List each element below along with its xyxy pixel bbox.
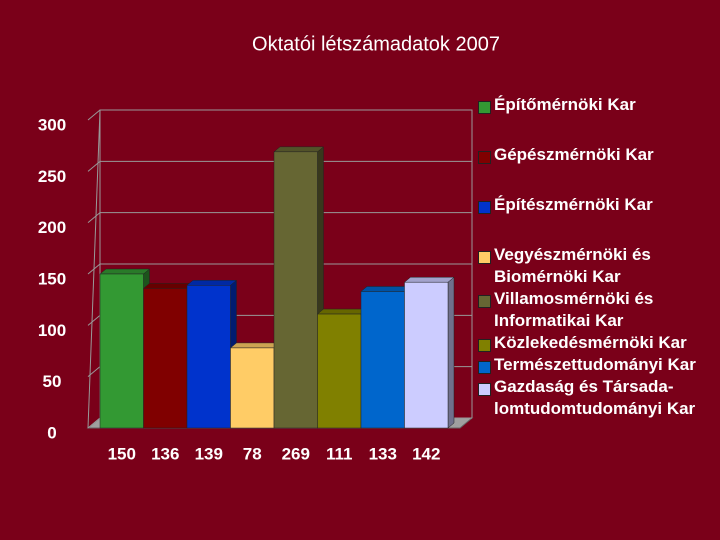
legend-item: Közlekedésmérnöki Kar <box>476 332 712 354</box>
bar <box>317 313 362 429</box>
legend-item: Építőmérnöki Kar <box>476 94 712 116</box>
legend-swatch <box>478 251 491 264</box>
legend-swatch <box>478 339 491 352</box>
legend-swatch <box>478 295 491 308</box>
data-label: 269 <box>282 444 310 463</box>
legend-swatch <box>478 101 491 114</box>
grid-line <box>87 417 101 429</box>
bar-top <box>403 276 455 283</box>
y-tick-label: 100 <box>38 321 66 340</box>
bar <box>360 291 405 429</box>
grid-line <box>87 109 101 121</box>
y-tick-label: 250 <box>38 167 66 186</box>
legend-item: Villamosmérnöki és Informatikai Kar <box>476 288 712 332</box>
legend-label: Építészmérnöki Kar <box>494 195 653 214</box>
bar <box>230 347 275 429</box>
bar-top <box>142 283 194 289</box>
grid-line <box>87 263 101 275</box>
legend-item: Gépészmérnöki Kar <box>476 144 712 166</box>
legend-label: Villamosmérnöki és Informatikai Kar <box>494 289 654 330</box>
chart-title: Oktatói létszámadatok 2007 <box>252 33 500 55</box>
data-label: 139 <box>195 444 223 463</box>
bar <box>143 288 188 429</box>
legend-swatch <box>478 151 491 164</box>
grid-line <box>87 212 101 224</box>
y-tick-label: 200 <box>38 218 66 237</box>
grid-line <box>87 366 101 378</box>
grid-line <box>87 314 101 326</box>
legend-swatch <box>478 383 491 396</box>
legend-label: Vegyészmérnöki és Biomérnöki Kar <box>494 245 651 286</box>
grid-line <box>87 160 101 172</box>
y-tick-label: 300 <box>38 115 66 134</box>
legend-label: Természettudományi Kar <box>494 355 696 374</box>
data-label: 150 <box>108 444 136 463</box>
data-label: 78 <box>243 444 262 463</box>
legend-label: Gazdaság és Társada-lomtudomtudományi Ka… <box>494 377 696 418</box>
legend-label: Közlekedésmérnöki Kar <box>494 333 687 352</box>
data-label: 133 <box>369 444 397 463</box>
bar <box>273 151 318 429</box>
bar-top <box>229 342 281 349</box>
data-label: 111 <box>326 444 353 463</box>
y-tick-label: 0 <box>47 423 56 442</box>
bar <box>186 285 231 429</box>
legend-label: Építőmérnöki Kar <box>494 95 636 114</box>
legend-item: Építészmérnöki Kar <box>476 194 712 216</box>
bar-top <box>316 308 368 315</box>
bar <box>404 281 449 429</box>
legend-swatch <box>478 361 491 374</box>
legend-item: Gazdaság és Társada-lomtudomtudományi Ka… <box>476 376 712 420</box>
y-tick-label: 50 <box>43 372 62 391</box>
legend-item: Természettudományi Kar <box>476 354 712 376</box>
data-label: 142 <box>412 444 440 463</box>
legend: Építőmérnöki Kar Gépészmérnöki Kar Építész… <box>476 94 712 420</box>
bar-top <box>99 268 151 275</box>
bar-side <box>447 276 455 429</box>
bar-top <box>360 286 412 292</box>
bar-top <box>186 280 238 286</box>
legend-swatch <box>478 201 491 214</box>
legend-label: Gépészmérnöki Kar <box>494 145 654 164</box>
legend-item: Vegyészmérnöki és Biomérnöki Kar <box>476 244 712 288</box>
data-label: 136 <box>151 444 179 463</box>
bar-top <box>273 146 325 153</box>
bar <box>99 273 144 429</box>
y-tick-label: 150 <box>38 269 66 288</box>
